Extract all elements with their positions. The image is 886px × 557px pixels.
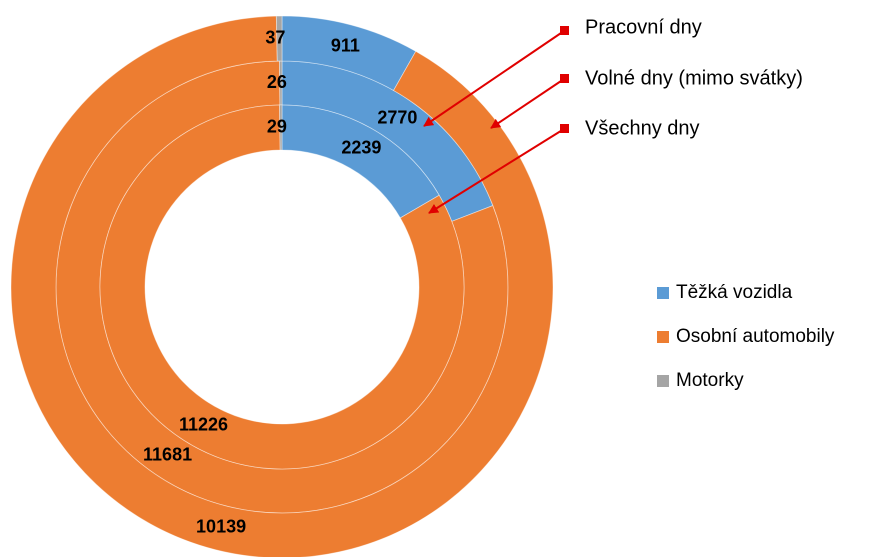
arrow-start (560, 124, 569, 133)
arrow-start (560, 26, 569, 35)
legend: Těžká vozidla Osobní automobily Motorky (657, 282, 835, 391)
value-label: 26 (267, 72, 287, 92)
value-label: 2770 (377, 108, 417, 128)
value-label: 11226 (179, 415, 228, 435)
value-label: 911 (331, 35, 360, 55)
value-label: 2239 (341, 137, 381, 157)
arrow (428, 128, 565, 214)
arrow-start (560, 74, 569, 83)
labels: 2770 11681 26 911 10139 37 2239 11226 29 (143, 27, 417, 536)
value-label: 37 (265, 27, 285, 47)
legend-swatch (657, 375, 669, 387)
legend-swatch (657, 331, 669, 343)
rings (10, 15, 554, 557)
legend-swatch (657, 287, 669, 299)
value-label: 29 (267, 116, 287, 136)
slice (279, 104, 283, 151)
value-label: 11681 (143, 445, 192, 465)
legend-label: Osobní automobily (676, 326, 835, 347)
slice (99, 104, 465, 470)
ring-label: Pracovní dny (585, 16, 702, 38)
ring-label: Všechny dny (585, 117, 700, 139)
arrow (423, 30, 565, 127)
value-label: 10139 (196, 517, 246, 537)
annotation-arrows (423, 26, 569, 214)
legend-label: Těžká vozidla (676, 282, 793, 303)
legend-label: Motorky (676, 370, 744, 391)
arrow (490, 78, 565, 129)
slice (10, 15, 554, 557)
slice (275, 15, 283, 62)
ring-label: Volné dny (mimo svátky) (585, 67, 803, 89)
